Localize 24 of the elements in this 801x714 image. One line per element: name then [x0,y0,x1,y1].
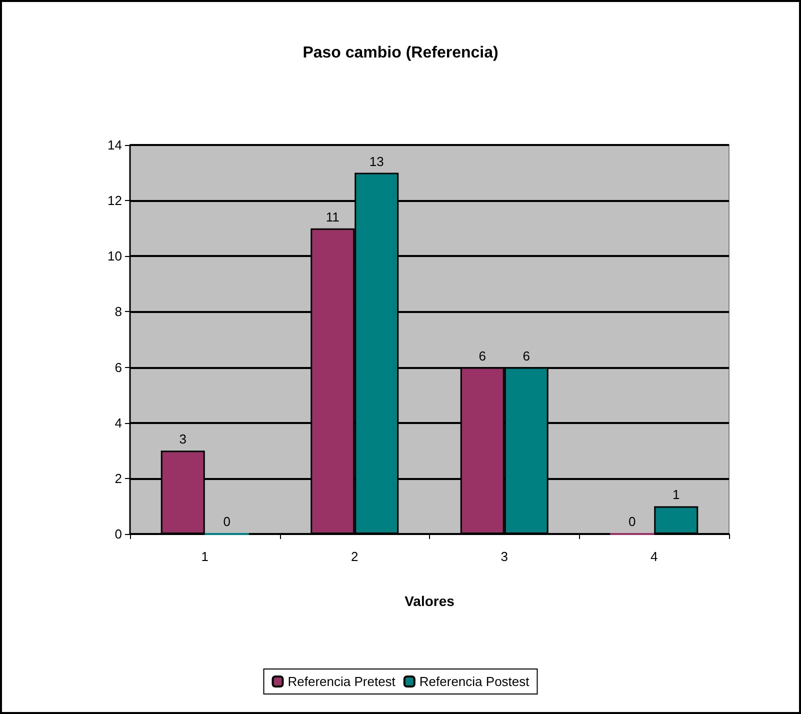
x-axis-title: Valores [404,593,455,609]
data-label: 13 [369,154,384,169]
y-tick-label: 0 [114,526,122,542]
data-label: 1 [672,487,680,502]
y-tick-label: 12 [108,193,122,208]
y-tick-label: 14 [108,138,122,152]
legend-label: Referencia Pretest [288,674,396,689]
x-tick-label: 2 [351,549,358,564]
data-label: 6 [478,348,486,364]
y-tick-label: 10 [108,248,122,264]
data-label: 3 [179,432,186,447]
x-tick-label: 4 [650,549,658,564]
data-label: 6 [522,348,530,364]
chart-title: Paso cambio (Referencia) [302,44,498,62]
y-tick-label: 8 [114,304,122,320]
x-tick-label: 1 [201,549,208,564]
y-tick-label: 2 [114,470,122,486]
y-tick-label: 6 [114,360,122,375]
data-label: 11 [326,209,340,224]
x-tick-label: 3 [500,549,508,564]
legend-label: Referencia Postest [419,674,530,689]
data-label: 0 [628,514,636,529]
y-tick-label: 4 [114,415,122,430]
data-label: 0 [223,514,230,529]
